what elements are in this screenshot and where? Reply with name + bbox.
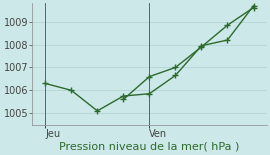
X-axis label: Pression niveau de la mer( hPa ): Pression niveau de la mer( hPa ) [59, 142, 239, 152]
